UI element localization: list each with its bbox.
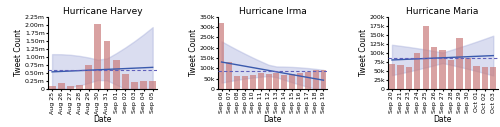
- Bar: [131, 82, 138, 89]
- Bar: [422, 26, 429, 89]
- Bar: [140, 81, 147, 89]
- Bar: [465, 58, 471, 89]
- Bar: [282, 75, 287, 89]
- Bar: [242, 76, 248, 89]
- Bar: [473, 66, 480, 89]
- Bar: [448, 60, 454, 89]
- Y-axis label: Tweet Count: Tweet Count: [189, 29, 198, 76]
- Bar: [482, 67, 488, 89]
- Y-axis label: Tweet Count: Tweet Count: [14, 29, 24, 76]
- Bar: [150, 81, 156, 89]
- Bar: [431, 47, 438, 89]
- Bar: [312, 70, 318, 89]
- Bar: [389, 64, 395, 89]
- Bar: [289, 74, 295, 89]
- Bar: [414, 53, 420, 89]
- X-axis label: Date: Date: [264, 115, 281, 124]
- X-axis label: Date: Date: [434, 115, 452, 124]
- Bar: [258, 73, 264, 89]
- Bar: [406, 67, 412, 89]
- Bar: [490, 67, 496, 89]
- Bar: [122, 74, 128, 89]
- Bar: [234, 76, 240, 89]
- Title: Hurricane Maria: Hurricane Maria: [406, 7, 479, 16]
- Bar: [112, 60, 119, 89]
- Title: Hurricane Irma: Hurricane Irma: [238, 7, 306, 16]
- Y-axis label: Tweet Count: Tweet Count: [359, 29, 368, 76]
- Bar: [76, 85, 83, 89]
- Bar: [320, 70, 326, 89]
- Bar: [104, 41, 110, 89]
- Bar: [305, 72, 310, 89]
- Bar: [250, 75, 256, 89]
- Bar: [94, 24, 101, 89]
- Bar: [48, 86, 56, 89]
- Bar: [274, 73, 280, 89]
- Bar: [297, 73, 303, 89]
- Bar: [218, 23, 224, 89]
- Bar: [397, 65, 404, 89]
- Bar: [85, 65, 92, 89]
- X-axis label: Date: Date: [93, 115, 112, 124]
- Bar: [440, 50, 446, 89]
- Bar: [226, 62, 232, 89]
- Bar: [67, 86, 74, 89]
- Bar: [58, 83, 64, 89]
- Title: Hurricane Harvey: Hurricane Harvey: [62, 7, 142, 16]
- Bar: [266, 74, 272, 89]
- Bar: [456, 38, 462, 89]
